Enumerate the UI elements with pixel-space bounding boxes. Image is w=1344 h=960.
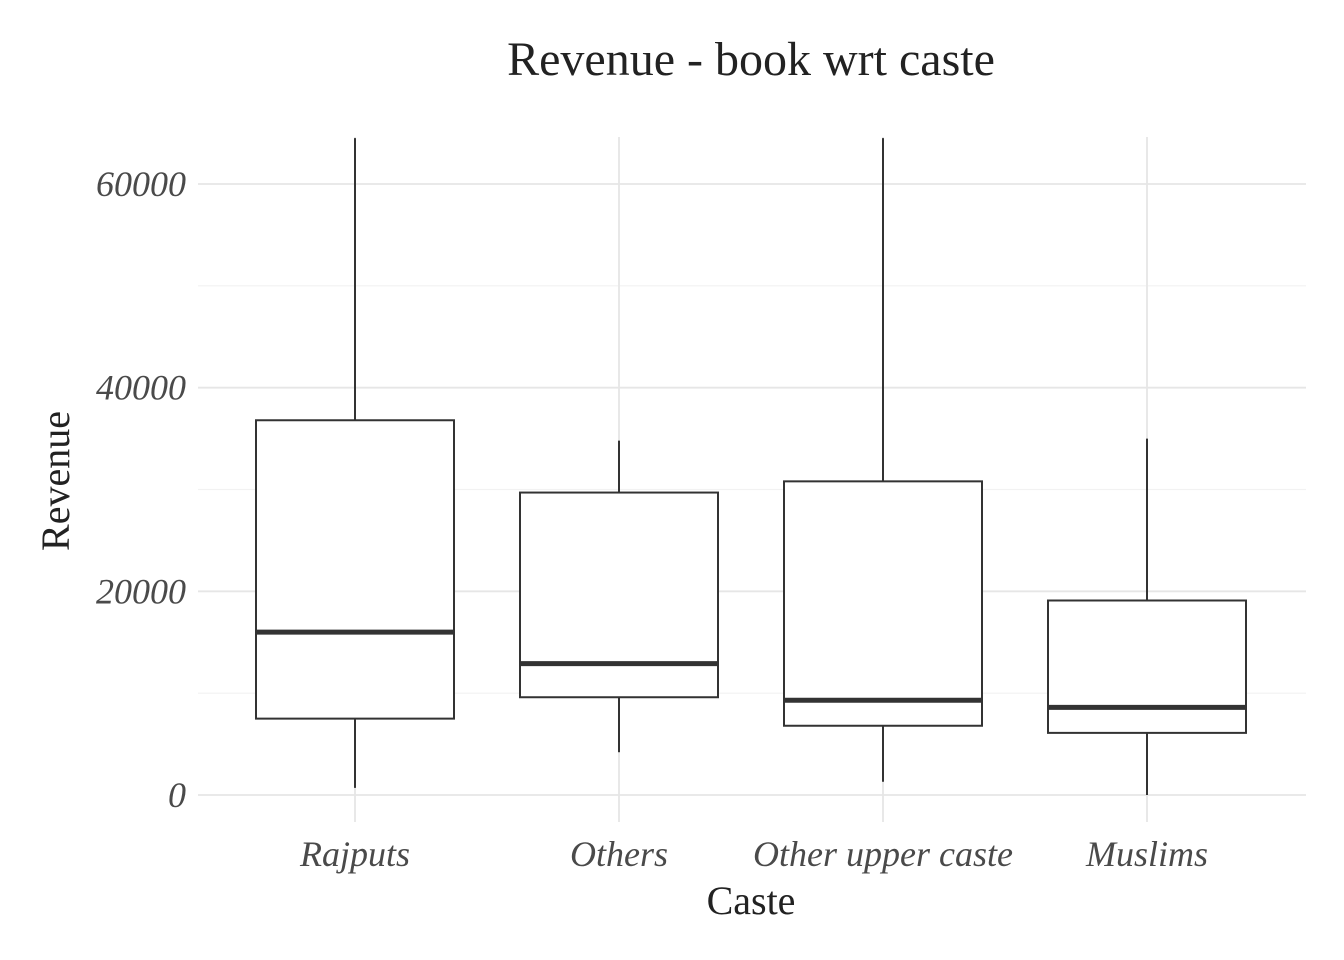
boxes	[255, 138, 1247, 795]
box-4	[1047, 438, 1247, 795]
box-3	[783, 138, 983, 782]
box-1	[255, 138, 455, 788]
y-tick-labels: 0 20000 40000 60000	[96, 164, 186, 815]
x-axis-title: Caste	[707, 878, 796, 923]
x-tick-label: Others	[570, 834, 668, 874]
iqr-box	[255, 419, 455, 720]
box-2	[519, 440, 719, 753]
iqr-box	[783, 480, 983, 727]
y-tick-label: 40000	[96, 368, 186, 408]
chart-title: Revenue - book wrt caste	[507, 33, 995, 86]
x-tick-label: Rajputs	[299, 834, 410, 874]
y-tick-label: 20000	[96, 571, 186, 611]
iqr-box	[519, 491, 719, 699]
x-tick-label: Muslims	[1085, 834, 1208, 874]
y-tick-label: 60000	[96, 164, 186, 204]
iqr-box	[1047, 599, 1247, 734]
y-axis-title: Revenue	[33, 411, 78, 551]
x-tick-label: Other upper caste	[753, 834, 1013, 874]
x-tick-labels: Rajputs Others Other upper caste Muslims	[299, 834, 1208, 874]
y-tick-label: 0	[168, 775, 186, 815]
